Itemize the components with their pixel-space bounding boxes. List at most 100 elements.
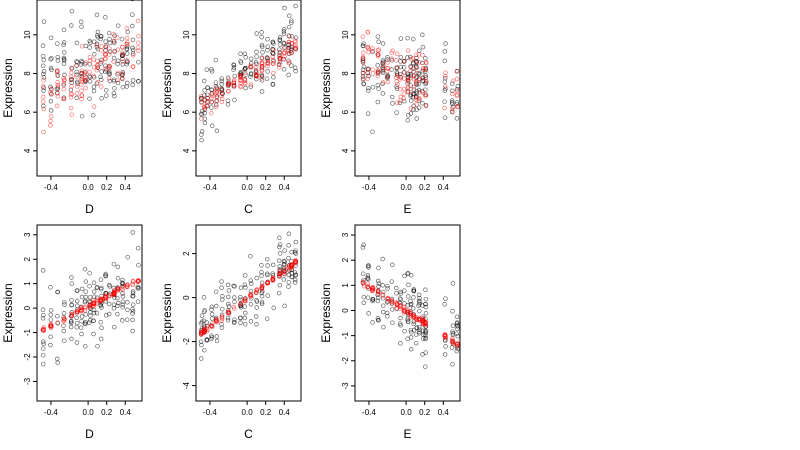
data-point-black <box>69 281 75 286</box>
data-point-black <box>82 343 88 349</box>
data-point-black <box>254 61 259 67</box>
data-point-red <box>74 309 80 315</box>
data-point-black <box>199 313 205 318</box>
x-tick-label: 0.2 <box>101 183 113 192</box>
data-point-black <box>116 300 121 306</box>
data-point-black <box>209 307 214 312</box>
data-point-black <box>124 44 130 49</box>
data-point-black <box>124 317 130 322</box>
data-point-black <box>74 72 79 77</box>
data-point-black <box>91 280 97 286</box>
data-point-black <box>61 58 67 63</box>
data-point-black <box>414 116 419 121</box>
data-point-red <box>79 82 84 87</box>
data-point-black <box>74 315 79 321</box>
data-point-red <box>125 282 130 288</box>
x-tick-label: 0.0 <box>242 183 254 192</box>
data-point-red <box>78 77 84 82</box>
x-tick-label: 0.2 <box>419 183 431 192</box>
data-point-black <box>417 295 422 301</box>
data-point-black <box>232 97 237 103</box>
data-point-black <box>98 36 104 42</box>
data-point-black <box>130 307 135 312</box>
data-point-black <box>450 281 456 286</box>
data-point-black <box>289 63 294 68</box>
data-point-black <box>107 69 112 75</box>
data-point-black <box>79 314 85 319</box>
x-tick-label: -0.4 <box>203 183 217 192</box>
data-point-black <box>264 256 270 262</box>
data-point-black <box>449 109 455 115</box>
data-point-black <box>293 68 298 74</box>
data-point-black <box>82 70 88 75</box>
data-point-black <box>248 56 254 62</box>
data-point-red <box>277 49 283 55</box>
data-point-black <box>398 291 403 296</box>
data-point-red <box>365 29 371 35</box>
data-point-black <box>286 24 292 30</box>
data-point-black <box>423 301 428 307</box>
data-point-black <box>287 13 292 19</box>
data-point-black <box>61 42 66 48</box>
data-point-black <box>265 263 270 268</box>
data-point-red <box>112 49 117 55</box>
data-point-red <box>385 79 391 85</box>
data-point-black <box>69 336 74 342</box>
data-point-black <box>83 289 88 294</box>
data-point-black <box>243 285 248 290</box>
data-point-red <box>83 77 88 83</box>
data-point-red <box>78 307 84 313</box>
data-point-red <box>423 103 429 109</box>
data-point-black <box>231 65 237 70</box>
data-point-black <box>376 39 381 45</box>
data-point-red <box>401 91 407 97</box>
data-point-black <box>405 118 411 123</box>
data-point-red <box>417 77 422 83</box>
data-point-black <box>209 69 215 74</box>
data-point-black <box>87 96 92 101</box>
data-point-black <box>281 27 287 32</box>
data-point-black <box>405 55 410 60</box>
data-point-black <box>130 12 135 17</box>
scatter-panel-5: -0.4 0.0 0.2 0.4 -4 -2 0 2 C Expression <box>160 224 302 441</box>
y-tick-label: -1 <box>23 328 32 336</box>
data-point-black <box>83 294 89 300</box>
data-point-black <box>214 334 220 339</box>
data-point-black <box>41 88 46 93</box>
data-point-black <box>55 58 61 63</box>
data-point-red <box>103 294 108 300</box>
y-tick-label: 10 <box>182 30 191 39</box>
data-point-black <box>201 78 207 84</box>
data-point-red <box>380 80 386 85</box>
data-point-red <box>423 93 428 99</box>
data-point-red <box>219 87 224 92</box>
data-point-black <box>450 323 456 329</box>
data-point-red <box>414 102 419 107</box>
data-point-black <box>370 129 375 134</box>
data-point-red <box>136 34 141 39</box>
data-point-black <box>209 333 214 338</box>
data-point-black <box>62 338 67 343</box>
data-point-red <box>443 84 448 89</box>
data-point-black <box>423 335 429 341</box>
data-point-red <box>454 104 460 110</box>
y-tick-label: -3 <box>23 377 32 385</box>
plot-frame <box>354 224 461 402</box>
data-point-red <box>360 71 366 76</box>
data-point-black <box>40 307 46 313</box>
data-point-red <box>214 92 219 97</box>
data-point-black <box>293 3 298 9</box>
data-point-black <box>281 31 287 37</box>
data-point-black <box>242 273 248 278</box>
data-point-red <box>225 310 231 315</box>
data-point-red <box>74 74 79 79</box>
data-point-red <box>135 18 141 24</box>
data-point-red <box>360 34 366 39</box>
data-point-black <box>282 303 287 309</box>
data-point-black <box>259 270 264 275</box>
data-point-black <box>238 320 243 326</box>
data-point-black <box>74 40 80 46</box>
data-point-black <box>409 329 414 335</box>
data-point-red <box>95 65 101 71</box>
data-point-red <box>226 82 231 88</box>
